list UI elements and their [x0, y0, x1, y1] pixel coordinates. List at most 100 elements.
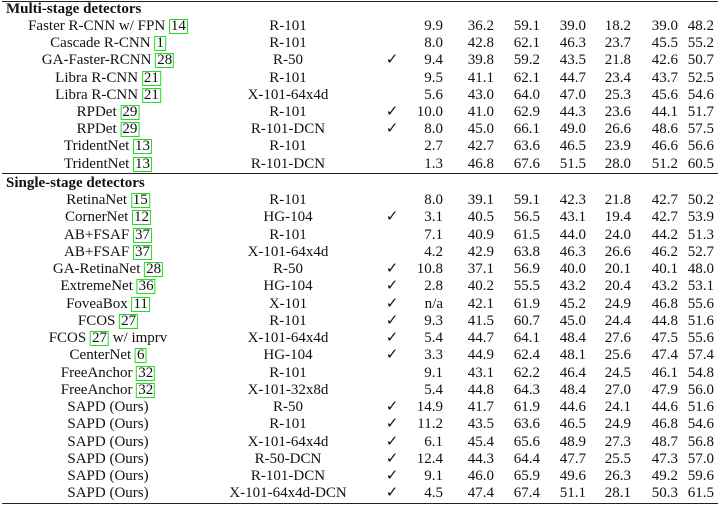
method-name: SAPD (Ours) — [67, 468, 149, 484]
metric-value: 42.3 — [559, 192, 586, 208]
backbone: X-101-64x4d — [247, 330, 329, 346]
citation: 29 — [120, 104, 140, 120]
method-cell: FreeAnchor 32 — [61, 364, 156, 382]
metric-value: 43.1 — [559, 209, 586, 226]
metric-value: 61.5 — [513, 226, 540, 243]
backbone: X-101 — [268, 295, 308, 312]
check-mark: ✓ — [385, 209, 399, 226]
method-cell: TridentNet 13 — [64, 155, 153, 173]
check-mark: ✓ — [385, 330, 399, 346]
backbone: R-101 — [269, 226, 307, 243]
metric-value: 19.4 — [604, 209, 631, 226]
citation: 32 — [136, 364, 156, 381]
method-name: SAPD (Ours) — [67, 433, 149, 450]
metric-value: 51.6 — [687, 312, 714, 329]
metric-value: 59.6 — [687, 468, 714, 484]
citation: 12 — [132, 209, 152, 226]
metric-value: 14.9 — [416, 399, 443, 415]
metric-value: 43.7 — [651, 69, 678, 86]
check-mark: ✓ — [385, 468, 399, 484]
metric-value: 23.9 — [604, 138, 631, 155]
metric-value: 24.1 — [604, 399, 631, 415]
check-mark: ✓ — [385, 278, 399, 295]
metric-value: 9.1 — [424, 468, 443, 484]
metric-value: 51.2 — [651, 155, 678, 172]
check-mark: ✓ — [385, 399, 399, 415]
method-cell: AB+FSAF 37 — [64, 244, 152, 261]
metric-value: 54.6 — [687, 86, 714, 103]
backbone: R-101-DCN — [250, 468, 326, 484]
metric-value: 53.9 — [687, 209, 714, 226]
method-name: Faster R-CNN w/ FPN — [28, 18, 166, 34]
method-cell: FoveaBox 11 — [66, 296, 150, 313]
metric-value: 55.5 — [513, 278, 540, 295]
citation: 29 — [120, 121, 140, 138]
method-name: FreeAnchor — [60, 381, 133, 398]
metric-value: 46.1 — [651, 364, 678, 381]
metric-value: 53.1 — [687, 278, 714, 295]
metric-value: 44.2 — [651, 226, 678, 243]
backbone: HG-104 — [263, 347, 313, 364]
citation: 36 — [136, 278, 156, 295]
metric-value: 45.6 — [651, 86, 678, 103]
metric-value: 46.3 — [559, 243, 586, 260]
metric-value: 25.3 — [604, 86, 631, 103]
metric-value: 25.5 — [604, 450, 631, 467]
metric-value: 64.3 — [513, 381, 540, 398]
metric-value: 21.8 — [604, 192, 631, 208]
metric-value: 54.8 — [687, 364, 714, 381]
metric-value: 46.5 — [559, 138, 586, 155]
citation: 11 — [131, 295, 150, 312]
metric-value: 51.5 — [559, 155, 586, 172]
metric-value: 55.6 — [687, 330, 714, 346]
metric-value: 52.5 — [687, 69, 714, 86]
metric-value: 62.4 — [513, 347, 540, 364]
metric-value: 39.8 — [467, 52, 494, 69]
metric-value: 2.7 — [424, 138, 443, 155]
metric-value: 50.7 — [687, 52, 714, 69]
method-name: FoveaBox — [66, 295, 128, 312]
metric-value: 56.5 — [513, 209, 540, 226]
method-cell: FreeAnchor 32 — [60, 381, 156, 399]
mid-rule — [2, 173, 718, 174]
metric-value: 45.0 — [467, 121, 494, 138]
metric-value: 54.6 — [687, 416, 714, 433]
metric-value: 41.1 — [467, 69, 494, 86]
metric-value: 44.7 — [467, 330, 494, 346]
metric-value: 56.0 — [687, 381, 714, 398]
citation: 27 — [119, 312, 139, 329]
metric-value: 44.6 — [651, 399, 678, 415]
citation: 27 — [89, 330, 109, 346]
check-mark: ✓ — [385, 312, 399, 329]
metric-value: 40.5 — [467, 209, 494, 226]
metric-value: 61.5 — [687, 485, 714, 502]
metric-value: 65.6 — [513, 433, 540, 450]
metric-value: 3.3 — [424, 347, 443, 364]
citation: 13 — [133, 155, 153, 172]
backbone: R-101 — [269, 364, 307, 381]
metric-value: 43.0 — [467, 86, 494, 103]
metric-value: 40.9 — [467, 226, 494, 243]
metric-value: 46.3 — [559, 35, 586, 52]
bottom-rule — [2, 503, 718, 504]
backbone: X-101-64x4d-DCN — [229, 485, 347, 502]
metric-value: 1.3 — [424, 155, 443, 172]
metric-value: 43.2 — [559, 278, 586, 295]
metric-value: 11.2 — [417, 416, 443, 433]
metric-value: 51.3 — [687, 226, 714, 243]
metric-value: 48.0 — [687, 261, 714, 277]
method-cell: CornerNet 12 — [65, 209, 152, 226]
metric-value: 67.6 — [513, 155, 540, 172]
metric-value: 9.9 — [424, 18, 443, 34]
method-name: FCOS — [48, 330, 87, 346]
metric-value: 47.3 — [651, 450, 678, 467]
backbone: R-101 — [269, 18, 307, 34]
metric-value: 43.5 — [467, 416, 494, 433]
metric-value: 44.9 — [467, 347, 494, 364]
metric-value: 9.1 — [424, 364, 443, 381]
metric-value: 25.6 — [604, 347, 631, 364]
metric-value: 59.1 — [513, 18, 540, 34]
metric-value: 39.1 — [467, 192, 494, 208]
metric-value: 48.2 — [687, 18, 714, 34]
metric-value: 24.9 — [604, 295, 631, 312]
